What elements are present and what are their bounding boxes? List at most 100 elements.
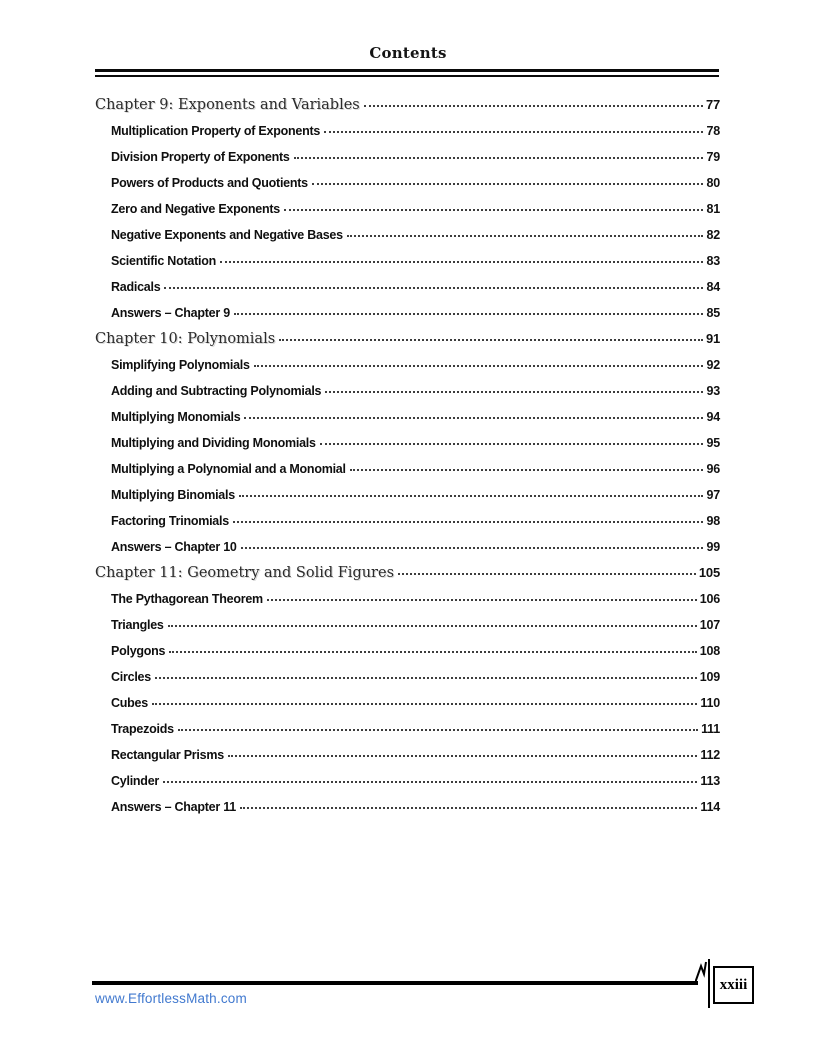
toc-item-row: Multiplying a Polynomial and a Monomial 9… <box>95 456 720 482</box>
toc-item-row: Circles 109 <box>95 664 720 690</box>
toc-entry-title: Answers – Chapter 9 <box>111 306 230 320</box>
toc-entry-title: Answers – Chapter 11 <box>111 800 236 814</box>
toc-entry-title: Factoring Trinomials <box>111 514 229 528</box>
dot-leader <box>325 391 704 393</box>
toc-entry-page: 95 <box>706 436 720 450</box>
toc-entry-title: Cubes <box>111 696 148 710</box>
toc-entry-page: 83 <box>706 254 720 268</box>
toc-entry-page: 91 <box>705 331 720 346</box>
page-header: Contents <box>0 0 816 77</box>
toc-item-row: Multiplying Monomials 94 <box>95 404 720 430</box>
toc-item-row: Triangles 107 <box>95 612 720 638</box>
toc-entry-page: 77 <box>705 97 720 112</box>
page-number-box: xxiii <box>713 966 754 1004</box>
dot-leader <box>283 209 704 211</box>
toc-chapter-row: Chapter 10: Polynomials 91 <box>95 326 720 352</box>
toc-entry-page: 78 <box>706 124 720 138</box>
dot-leader <box>232 521 704 523</box>
toc-entry-title: Chapter 11: Geometry and Solid Figures <box>95 565 395 581</box>
dot-leader <box>240 547 704 549</box>
toc-entry-title: Multiplication Property of Exponents <box>111 124 321 138</box>
toc-item-row: Answers – Chapter 10 99 <box>95 534 720 560</box>
toc-entry-page: 111 <box>701 722 720 736</box>
dot-leader <box>154 677 697 679</box>
toc-item-row: Simplifying Polynomials 92 <box>95 352 720 378</box>
toc-entry-title: Multiplying Binomials <box>111 488 235 502</box>
toc-item-row: Zero and Negative Exponents 81 <box>95 196 720 222</box>
dot-leader <box>311 183 704 185</box>
website-link[interactable]: www.EffortlessMath.com <box>95 991 247 1006</box>
toc-item-row: Cylinder 113 <box>95 768 720 794</box>
toc-entry-title: Adding and Subtracting Polynomials <box>111 384 322 398</box>
dot-leader <box>167 625 697 627</box>
toc-entry-title: Rectangular Prisms <box>111 748 224 762</box>
toc-entry-page: 81 <box>706 202 720 216</box>
toc-entry-page: 96 <box>706 462 720 476</box>
toc-entry-title: Trapezoids <box>111 722 174 736</box>
toc-item-row: Negative Exponents and Negative Bases 82 <box>95 222 720 248</box>
footer-rule <box>92 981 698 985</box>
toc-entry-page: 107 <box>699 618 720 632</box>
toc-entry-page: 94 <box>706 410 720 424</box>
toc-entry-page: 92 <box>706 358 720 372</box>
toc-item-row: Cubes 110 <box>95 690 720 716</box>
toc-entry-title: Multiplying Monomials <box>111 410 241 424</box>
toc-entry-title: Multiplying a Polynomial and a Monomial <box>111 462 346 476</box>
toc-item-row: Polygons 108 <box>95 638 720 664</box>
dot-leader <box>266 599 697 601</box>
page-number: xxiii <box>719 976 748 993</box>
dot-leader <box>253 365 704 367</box>
toc-item-row: Multiplying and Dividing Monomials 95 <box>95 430 720 456</box>
dot-leader <box>293 157 704 159</box>
toc-entry-page: 84 <box>706 280 720 294</box>
toc-entry-page: 82 <box>706 228 720 242</box>
toc-entry-title: Circles <box>111 670 151 684</box>
toc-item-row: Radicals 84 <box>95 274 720 300</box>
toc-item-row: The Pythagorean Theorem 106 <box>95 586 720 612</box>
dot-leader <box>349 469 704 471</box>
toc-entry-page: 99 <box>706 540 720 554</box>
dot-leader <box>279 339 703 341</box>
footer-flourish-mark <box>695 961 707 984</box>
toc-entry-title: Answers – Chapter 10 <box>111 540 237 554</box>
dot-leader <box>319 443 704 445</box>
toc-entry-page: 110 <box>700 696 720 710</box>
toc-entry-page: 93 <box>706 384 720 398</box>
toc-item-row: Multiplying Binomials 97 <box>95 482 720 508</box>
toc-item-row: Factoring Trinomials 98 <box>95 508 720 534</box>
dot-leader <box>169 651 697 653</box>
toc-entry-page: 108 <box>699 644 720 658</box>
footer-divider <box>708 959 710 1008</box>
toc-entry-title: Scientific Notation <box>111 254 216 268</box>
toc-entry-page: 112 <box>700 748 720 762</box>
toc-item-row: Answers – Chapter 11 114 <box>95 794 720 820</box>
toc-entry-page: 98 <box>706 514 720 528</box>
toc-item-row: Division Property of Exponents 79 <box>95 144 720 170</box>
dot-leader <box>233 313 704 315</box>
toc: Chapter 9: Exponents and Variables 77 Mult… <box>95 92 720 820</box>
toc-item-row: Adding and Subtracting Polynomials 93 <box>95 378 720 404</box>
dot-leader <box>346 235 704 237</box>
toc-entry-title: Triangles <box>111 618 164 632</box>
toc-item-row: Powers of Products and Quotients 80 <box>95 170 720 196</box>
dot-leader <box>151 703 698 705</box>
toc-entry-title: Division Property of Exponents <box>111 150 290 164</box>
toc-entry-page: 85 <box>706 306 720 320</box>
toc-entry-page: 113 <box>700 774 720 788</box>
toc-chapter-row: Chapter 11: Geometry and Solid Figures 10… <box>95 560 720 586</box>
header-rule <box>95 69 719 77</box>
toc-item-row: Trapezoids 111 <box>95 716 720 742</box>
toc-entry-title: Zero and Negative Exponents <box>111 202 280 216</box>
toc-entry-page: 79 <box>706 150 720 164</box>
dot-leader <box>219 261 704 263</box>
toc-item-row: Scientific Notation 83 <box>95 248 720 274</box>
dot-leader <box>164 287 704 289</box>
toc-chapter-row: Chapter 9: Exponents and Variables 77 <box>95 92 720 118</box>
dot-leader <box>398 573 696 575</box>
dot-leader <box>239 807 698 809</box>
toc-entry-title: Simplifying Polynomials <box>111 358 250 372</box>
dot-leader <box>324 131 704 133</box>
toc-entry-title: Negative Exponents and Negative Bases <box>111 228 343 242</box>
toc-item-row: Multiplication Property of Exponents 78 <box>95 118 720 144</box>
toc-entry-title: Polygons <box>111 644 166 658</box>
